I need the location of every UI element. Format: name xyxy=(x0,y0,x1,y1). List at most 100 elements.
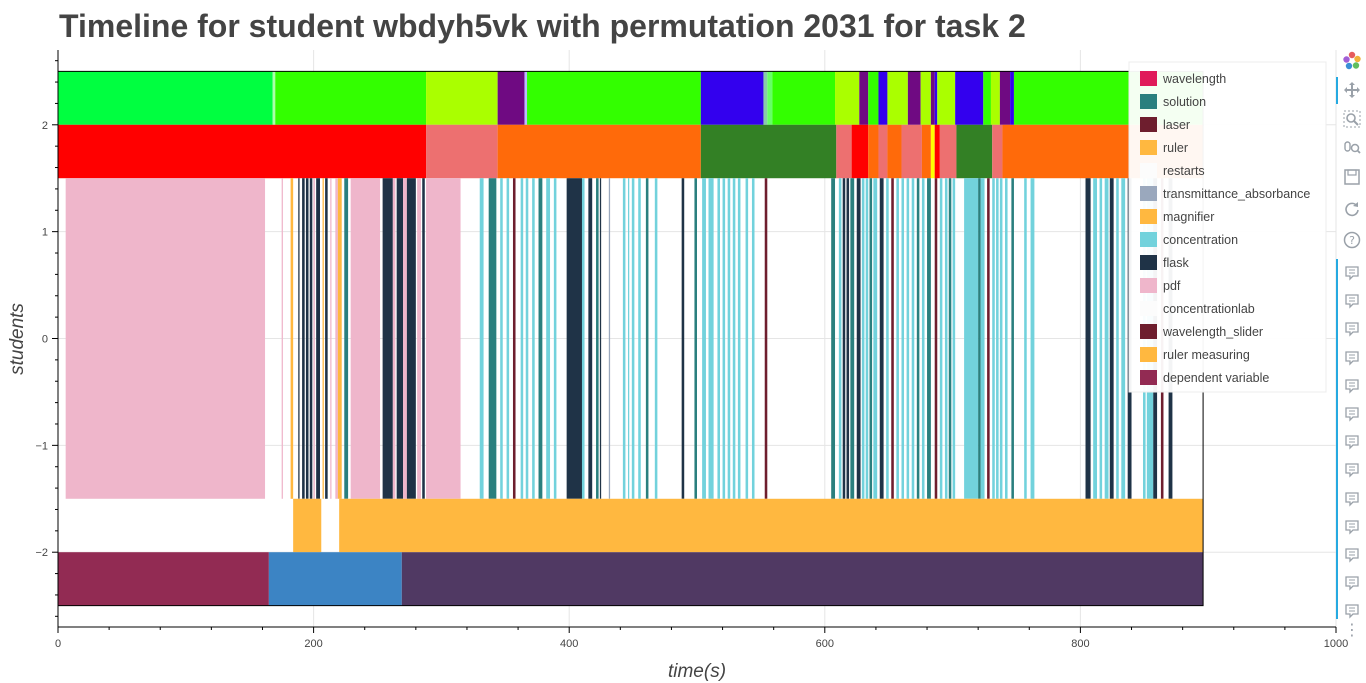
timeline-bar-ruler-measuring xyxy=(293,498,322,553)
timeline-bar-top xyxy=(275,71,427,125)
timeline-bar-actions xyxy=(396,178,404,499)
hover-icon[interactable] xyxy=(1340,431,1364,453)
timeline-bar-bottom xyxy=(268,552,402,606)
legend-label: transmittance_absorbance xyxy=(1163,187,1310,201)
timeline-bar-actions xyxy=(627,178,630,499)
timeline-bar-actions xyxy=(846,178,850,499)
timeline-bar-bottom xyxy=(401,552,1204,606)
timeline-bar-top xyxy=(527,71,701,125)
hover-icon[interactable] xyxy=(1340,403,1364,425)
timeline-bar-actions xyxy=(479,178,484,499)
hover-icon[interactable] xyxy=(1340,347,1364,369)
hover-icon[interactable] xyxy=(1340,459,1364,481)
timeline-bar-actions xyxy=(999,178,1003,499)
timeline-bar-actions xyxy=(512,178,516,499)
timeline-bar-actions xyxy=(978,178,981,499)
timeline-bar-actions xyxy=(727,178,731,499)
hover-icon[interactable] xyxy=(1340,262,1364,284)
timeline-bar-actions xyxy=(916,178,920,499)
timeline-bar-top xyxy=(772,71,836,125)
legend-swatch xyxy=(1140,163,1157,178)
timeline-bar-top xyxy=(878,71,888,125)
timeline-bar-actions xyxy=(316,178,320,499)
timeline-bar-top xyxy=(272,71,276,125)
timeline-bar-actions xyxy=(622,178,626,499)
legend-swatch xyxy=(1140,140,1157,155)
wheel-zoom-icon[interactable] xyxy=(1340,137,1364,159)
timeline-bar-second xyxy=(939,124,957,179)
timeline-bar-actions xyxy=(344,178,349,499)
y-tick-label: −2 xyxy=(35,547,48,559)
timeline-bar-second xyxy=(868,124,879,179)
hover-icon[interactable] xyxy=(1340,488,1364,510)
hover-icon[interactable] xyxy=(1340,516,1364,538)
timeline-bar-actions xyxy=(879,178,884,499)
legend-swatch xyxy=(1140,94,1157,109)
timeline-bar-actions xyxy=(298,178,300,499)
x-tick-label: 600 xyxy=(816,638,834,650)
timeline-bar-actions xyxy=(717,178,721,499)
hover-icon[interactable] xyxy=(1340,572,1364,594)
timeline-bar-actions xyxy=(1024,178,1027,499)
timeline-bar-actions xyxy=(290,178,294,499)
timeline-bar-actions xyxy=(980,178,985,499)
help-icon[interactable]: ? xyxy=(1340,229,1364,251)
legend-label: wavelength_slider xyxy=(1162,325,1263,339)
timeline-bar-actions xyxy=(313,178,315,499)
timeline-bar-actions xyxy=(337,178,342,499)
timeline-bar-actions xyxy=(546,178,551,499)
timeline-bar-actions xyxy=(964,178,979,499)
timeline-bar-top xyxy=(887,71,908,125)
hover-icon[interactable] xyxy=(1340,600,1364,622)
timeline-bar-actions xyxy=(751,178,755,499)
timeline-bar-actions xyxy=(745,178,749,499)
timeline-bar-second xyxy=(836,124,852,179)
save-icon[interactable] xyxy=(1340,166,1364,188)
hover-icon[interactable] xyxy=(1340,290,1364,312)
timeline-bar-top xyxy=(767,71,773,125)
timeline-bar-actions xyxy=(654,178,658,499)
timeline-bar-top xyxy=(426,71,498,125)
hover-icon[interactable] xyxy=(1340,375,1364,397)
timeline-bar-actions xyxy=(581,178,585,499)
timeline-bar-actions xyxy=(911,178,915,499)
more-tools-icon[interactable]: ⋮ xyxy=(1344,619,1360,639)
timeline-bar-second xyxy=(700,124,837,179)
timeline-bar-second xyxy=(878,124,888,179)
legend-box xyxy=(1128,61,1327,393)
timeline-bar-top xyxy=(930,71,935,125)
legend-label: ruler xyxy=(1163,141,1188,155)
timeline-bar-actions xyxy=(65,178,266,499)
x-tick-label: 800 xyxy=(1071,638,1089,650)
timeline-bar-actions xyxy=(281,178,283,499)
timeline-bar-actions xyxy=(350,178,381,499)
legend-swatch xyxy=(1140,370,1157,385)
timeline-bar-actions xyxy=(952,178,956,499)
timeline-bar-actions xyxy=(737,178,741,499)
legend-swatch xyxy=(1140,301,1157,316)
timeline-bar-second xyxy=(921,124,931,179)
timeline-bar-top xyxy=(524,71,528,125)
timeline-bar-actions xyxy=(330,178,332,499)
timeline-bar-actions xyxy=(722,178,726,499)
legend-label: concentration xyxy=(1163,233,1238,247)
legend-label: wavelength xyxy=(1162,72,1226,86)
timeline-bar-top xyxy=(868,71,879,125)
timeline-bar-actions xyxy=(992,178,995,499)
legend-swatch xyxy=(1140,209,1157,224)
hover-icon[interactable] xyxy=(1340,318,1364,340)
legend-swatch xyxy=(1140,117,1157,132)
pan-icon[interactable] xyxy=(1340,79,1364,101)
legend-label: dependent variable xyxy=(1163,371,1269,385)
timeline-bar-actions xyxy=(865,178,869,499)
timeline-bar-actions xyxy=(1085,178,1091,499)
x-tick-label: 0 xyxy=(55,638,61,650)
hover-icon[interactable] xyxy=(1340,544,1364,566)
reset-icon[interactable] xyxy=(1340,198,1364,220)
timeline-bar-actions xyxy=(921,178,925,499)
y-axis-label: students xyxy=(7,303,28,375)
y-tick-label: 0 xyxy=(42,334,48,346)
box-zoom-icon[interactable] xyxy=(1340,108,1364,130)
timeline-bar-actions xyxy=(506,178,510,499)
timeline-bar-actions xyxy=(886,178,889,499)
